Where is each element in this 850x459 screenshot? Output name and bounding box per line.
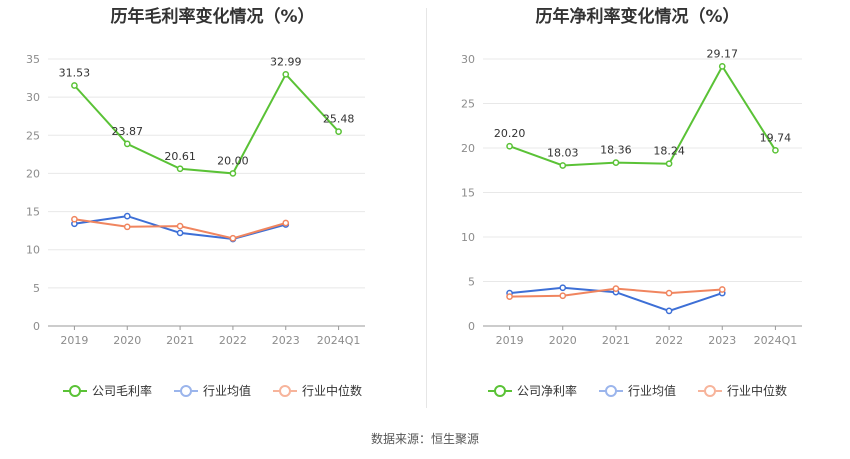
legend-label: 行业中位数 [302,384,363,398]
x-tick-label: 2019 [496,334,524,347]
data-point [71,215,78,223]
data-label: 19.74 [760,131,792,144]
data-point [665,289,673,297]
x-tick-label: 2024Q1 [754,334,798,347]
y-tick-label: 0 [33,320,40,333]
data-label: 32.99 [270,55,302,68]
chart-divider [426,8,427,408]
legend-label: 行业均值 [202,384,251,398]
chart-title: 历年净利率变化情况（%） [535,7,740,27]
data-label: 29.17 [707,47,739,60]
data-point [665,307,673,315]
legend-company-swatch [487,384,512,397]
chart-title: 历年毛利率变化情况（%） [110,7,315,27]
data-label: 20.00 [217,154,249,167]
data-point [71,82,78,89]
legend-company-swatch [62,384,87,397]
data-point [665,160,673,168]
data-point [559,284,567,292]
y-tick-label: 25 [26,129,40,142]
data-point [506,293,513,300]
y-tick-label: 5 [468,276,475,289]
data-point [559,292,567,300]
y-tick-label: 15 [26,206,40,219]
net-margin-plot: 0 5 10 15 20 25 30 2019 2020 2021 2022 2023 2024Q1 20… [461,47,802,347]
x-tick-label: 2020 [113,334,141,347]
data-label: 18.36 [600,144,632,157]
legend-label: 行业均值 [627,384,676,398]
data-label: 20.61 [164,150,196,163]
x-tick-label: 2023 [708,334,736,347]
data-point [335,128,342,135]
data-point [123,212,131,220]
data-point [612,159,620,166]
gross-margin-plot: 0 5 10 15 20 25 30 35 2019 2020 2021 2022 2023 2024Q1… [26,53,365,347]
y-tick-label: 25 [461,98,475,111]
data-point [718,286,726,293]
y-tick-label: 30 [461,53,475,66]
legend-mean-swatch [598,384,623,397]
legend-mean-swatch [173,384,198,397]
chart-legend: 公司净利率 行业均值 行业中位数 [425,382,850,399]
data-point [559,162,567,169]
net-margin-chart: 历年净利率变化情况（%） 0 5 10 15 20 25 30 2019 2020 2021 202… [425,0,850,420]
data-point [123,140,131,148]
data-point [229,170,237,177]
data-point [772,146,779,154]
y-tick-label: 20 [461,142,475,155]
data-point [506,142,513,150]
data-point [229,234,237,242]
y-tick-label: 10 [26,244,40,257]
legend-item-industry-mean[interactable]: 行业均值 [173,382,251,399]
legend-label: 公司毛利率 [91,384,152,398]
data-point [176,222,184,230]
legend-median-swatch [273,384,297,397]
x-tick-label: 2019 [60,334,88,347]
data-point [718,63,726,70]
data-point [176,229,184,237]
y-tick-label: 35 [26,53,40,66]
legend-median-swatch [698,384,722,397]
x-tick-label: 2020 [549,334,577,347]
x-tick-label: 2021 [602,334,630,347]
legend-item-industry-median[interactable]: 行业中位数 [698,382,787,399]
data-point [176,165,184,173]
data-label: 18.24 [653,145,685,158]
legend-item-industry-median[interactable]: 行业中位数 [273,382,362,399]
data-label: 23.87 [112,125,144,138]
data-label: 20.20 [494,127,525,140]
y-tick-label: 10 [461,231,475,244]
data-point [123,223,131,231]
x-tick-label: 2022 [655,334,683,347]
legend-item-industry-mean[interactable]: 行业均值 [598,382,676,399]
x-tick-label: 2022 [219,334,247,347]
series-line [509,64,777,167]
y-tick-label: 30 [26,91,40,104]
data-source: 数据来源：恒生聚源 [370,432,479,446]
legend-item-company[interactable]: 公司毛利率 [62,382,152,399]
legend-label: 公司净利率 [516,384,577,398]
y-tick-label: 20 [26,167,40,180]
data-point [612,285,620,292]
y-tick-label: 0 [468,320,475,333]
x-tick-label: 2024Q1 [317,334,361,347]
data-label: 18.03 [547,147,579,160]
legend-item-company[interactable]: 公司净利率 [487,382,577,399]
chart-legend: 公司毛利率 行业均值 行业中位数 [0,382,425,399]
y-tick-label: 5 [33,282,40,295]
data-point [282,219,290,227]
x-tick-label: 2021 [166,334,194,347]
data-label: 31.53 [59,66,91,79]
data-point [282,70,290,78]
legend-label: 行业中位数 [727,384,788,398]
series-line [73,72,340,175]
x-tick-label: 2023 [272,334,300,347]
data-label: 25.48 [323,113,355,126]
y-tick-label: 15 [461,187,475,200]
gross-margin-chart: 历年毛利率变化情况（%） 0 5 10 15 20 25 30 35 2019 2020 2021 2… [0,0,425,420]
